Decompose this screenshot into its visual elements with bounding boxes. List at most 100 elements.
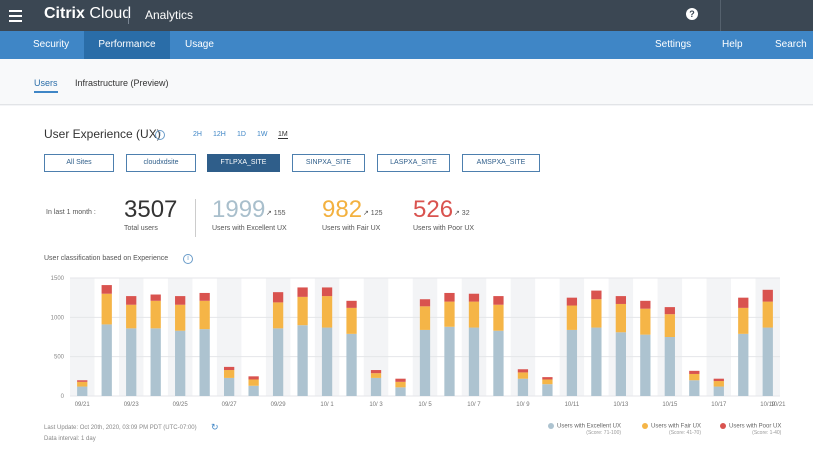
bar-segment-fair bbox=[468, 301, 480, 328]
y-tick-label: 500 bbox=[54, 355, 65, 361]
bar-segment-excellent bbox=[689, 380, 700, 396]
excellent-users-value: 1999 bbox=[212, 196, 266, 223]
chart-canvas: 0 500 1000 1500 09/21 09/23 09/25 09/27 09/29 10/… bbox=[51, 276, 787, 408]
range-2h[interactable]: 2H bbox=[193, 131, 202, 138]
legend-label-fair: Users with Fair UX bbox=[651, 423, 702, 430]
bar-segment-poor bbox=[321, 287, 333, 297]
bar-segment-poor bbox=[223, 366, 235, 371]
bar-segment-excellent bbox=[297, 325, 308, 396]
panel-title: User Experience (UX) bbox=[44, 127, 161, 141]
bar-segment-fair bbox=[542, 379, 553, 385]
bar-segment-fair bbox=[175, 304, 186, 331]
bar-segment-poor bbox=[346, 300, 357, 308]
info-icon[interactable]: i bbox=[155, 130, 165, 140]
range-1w[interactable]: 1W bbox=[257, 131, 268, 138]
bar-segment-excellent bbox=[517, 378, 529, 396]
site-amspxa[interactable]: AMSPXA_SITE bbox=[462, 154, 540, 172]
nav-help[interactable]: Help bbox=[722, 39, 743, 50]
range-1m[interactable]: 1M bbox=[278, 131, 288, 139]
legend-label-excellent: Users with Excellent UX bbox=[557, 423, 622, 430]
bar-segment-poor bbox=[395, 378, 406, 382]
x-tick-label: 09/23 bbox=[124, 402, 140, 408]
bar-segment-poor bbox=[566, 297, 578, 306]
bar-segment-excellent bbox=[542, 384, 553, 396]
bar-segment-excellent bbox=[738, 333, 749, 396]
fair-users-value: 982 bbox=[322, 196, 363, 223]
site-all-sites[interactable]: All Sites bbox=[44, 154, 114, 172]
bar-segment-excellent bbox=[370, 377, 382, 396]
bar-segment-poor bbox=[444, 292, 455, 302]
bar-segment-fair bbox=[566, 305, 578, 330]
refresh-icon[interactable]: ↻ bbox=[211, 422, 219, 432]
brand-divider bbox=[128, 7, 129, 24]
bar-segment-poor bbox=[689, 370, 700, 374]
bar-segment-poor bbox=[542, 377, 553, 380]
y-tick-label: 1500 bbox=[51, 276, 65, 282]
bar-segment-excellent bbox=[248, 385, 259, 396]
y-tick-label: 1000 bbox=[51, 315, 65, 321]
site-cloudxdsite[interactable]: cloudxdsite bbox=[126, 154, 196, 172]
bar-segment-fair bbox=[517, 372, 529, 379]
bar-segment-poor bbox=[517, 369, 529, 373]
bar-segment-excellent bbox=[223, 377, 235, 396]
bar-segment-fair bbox=[713, 381, 724, 387]
tab-users[interactable]: Users bbox=[34, 78, 58, 93]
bar-segment-fair bbox=[370, 373, 382, 378]
chart-title: User classification based on Experience bbox=[44, 255, 169, 262]
bar-segment-excellent bbox=[77, 386, 88, 396]
bar-segment-excellent bbox=[713, 386, 724, 396]
bar-segment-poor bbox=[370, 370, 382, 374]
y-tick-label: 0 bbox=[61, 394, 65, 400]
bar-segment-fair bbox=[346, 307, 357, 334]
bar-segment-excellent bbox=[175, 330, 186, 396]
x-tick-label: 10/13 bbox=[613, 402, 629, 408]
x-tick-label: 10/ 7 bbox=[467, 402, 481, 408]
bar-segment-excellent bbox=[566, 329, 578, 396]
bar-segment-poor bbox=[272, 292, 284, 303]
legend-score-excellent: (Score: 71-100) bbox=[586, 429, 622, 436]
bar-segment-fair bbox=[150, 300, 161, 329]
nav-performance[interactable]: Performance bbox=[84, 31, 170, 59]
bar-segment-fair bbox=[738, 307, 749, 334]
nav-search[interactable]: Search bbox=[775, 39, 807, 50]
legend-dot-excellent bbox=[548, 423, 554, 429]
menu-icon[interactable] bbox=[0, 0, 31, 31]
bar-segment-excellent bbox=[321, 327, 333, 396]
tab-infrastructure[interactable]: Infrastructure (Preview) bbox=[75, 78, 169, 88]
site-ftlpxa[interactable]: FTLPXA_SITE bbox=[207, 154, 280, 172]
legend-fair: Users with Fair UX (Score: 41-70) bbox=[642, 423, 701, 436]
last-update-text: Last Update: Oct 20th, 2020, 03:09 PM PD… bbox=[44, 425, 197, 431]
x-tick-label: 10/17 bbox=[711, 402, 727, 408]
bar-segment-fair bbox=[223, 370, 235, 378]
nav-usage[interactable]: Usage bbox=[185, 39, 214, 50]
bar-segment-fair bbox=[640, 308, 651, 335]
help-icon[interactable]: ? bbox=[686, 8, 698, 20]
x-tick-label: 09/25 bbox=[173, 402, 189, 408]
range-12h[interactable]: 12H bbox=[213, 131, 226, 138]
legend-poor: Users with Poor UX (Score: 1-40) bbox=[720, 423, 781, 436]
bar-segment-excellent bbox=[664, 337, 675, 396]
bar-segment-excellent bbox=[444, 326, 455, 396]
range-1d[interactable]: 1D bbox=[237, 131, 246, 138]
bar-segment-fair bbox=[395, 381, 406, 388]
nav-security[interactable]: Security bbox=[33, 39, 70, 50]
bar-segment-excellent bbox=[150, 328, 161, 396]
bar-segment-excellent bbox=[493, 330, 504, 396]
legend-label-poor: Users with Poor UX bbox=[729, 423, 782, 430]
bar-segment-fair bbox=[762, 301, 773, 328]
bar-segment-poor bbox=[762, 289, 773, 302]
poor-users-label: Users with Poor UX bbox=[413, 225, 475, 232]
chart-info-icon[interactable]: i bbox=[183, 254, 193, 264]
x-tick-label: 09/21 bbox=[75, 402, 91, 408]
nav-settings[interactable]: Settings bbox=[655, 39, 692, 50]
chart-day-stripe bbox=[70, 278, 95, 396]
site-sinpxa[interactable]: SINPXA_SITE bbox=[292, 154, 365, 172]
bar-segment-fair bbox=[419, 306, 431, 330]
bar-segment-poor bbox=[738, 297, 749, 308]
bar-segment-poor bbox=[493, 296, 504, 305]
stats-divider bbox=[195, 199, 196, 237]
stats-period-label: In last 1 month : bbox=[46, 209, 96, 216]
bar-segment-poor bbox=[468, 293, 480, 302]
site-laspxa[interactable]: LASPXA_SITE bbox=[377, 154, 450, 172]
bar-segment-excellent bbox=[199, 329, 210, 396]
